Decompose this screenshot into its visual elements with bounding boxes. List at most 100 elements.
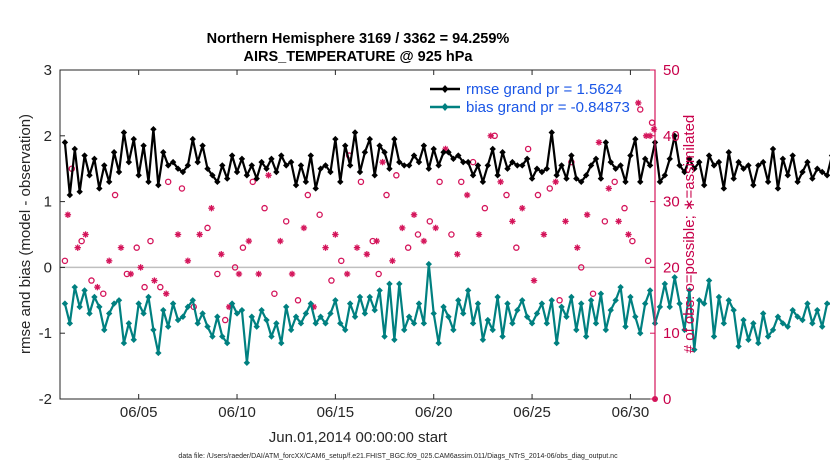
rmse-point [435,162,442,169]
bias-point [750,320,757,327]
rmse-point [214,178,221,186]
obs-assimilated-point [137,264,144,271]
rmse-point [646,162,654,169]
y-tick-label-right: 50 [663,62,680,79]
legend-bias-label: bias grand pr = -0.84873 [466,99,630,116]
bias-point [691,346,698,353]
obs-assimilated-point [255,270,262,278]
rmse-point [282,162,290,169]
x-tick-label: 06/05 [120,404,158,421]
bias-point [759,310,767,317]
y-tick-label-left: -1 [39,325,52,342]
obs-assimilated-point [530,277,538,284]
obs-possible-point [636,106,644,113]
obs-possible-point [88,277,95,284]
obs-assimilated-point [151,277,158,284]
rmse-point [794,178,801,186]
asterisk-stroke [301,225,307,231]
bias-point [779,320,787,327]
obs-assimilated-point [642,132,650,139]
bias-point [464,287,472,294]
bias-point [410,320,418,327]
rmse-point [184,162,192,169]
asterisk-stroke [432,225,439,231]
rmse-point [371,172,378,179]
bias-point [425,260,433,268]
rmse-point [101,162,108,169]
obs-possible-point [458,178,465,186]
rmse-point [735,158,742,166]
obs-possible-point [231,264,239,271]
bias-point [61,300,69,307]
bias-point [587,297,595,304]
bias-point [169,300,177,307]
obs-assimilated-point [322,244,329,251]
obs-assimilated-point [218,251,225,258]
asterisk-stroke [94,284,101,290]
bias-point [519,297,526,304]
obs-assimilated-point [163,290,170,297]
rmse-point [204,165,211,172]
bias-point [553,339,560,347]
rmse-point [504,165,511,172]
rmse-point [745,162,752,169]
asterisk-stroke [519,205,525,211]
rmse-point [110,149,118,156]
bias-point [769,326,777,334]
rmse-point [769,145,777,153]
bias-point [696,297,703,304]
bias-point [582,333,590,340]
bias-point [509,320,516,327]
obs-possible-point [644,257,652,265]
bias-point [602,326,610,334]
obs-possible-point [111,191,119,199]
bias-point [228,300,236,307]
bias-point [292,313,300,320]
obs-possible-point [589,290,597,297]
bias-point [730,306,737,314]
rmse-point [278,152,285,159]
rmse-point [632,135,639,143]
obs-assimilated-point [605,185,612,192]
obs-possible-point [481,204,489,212]
bias-point [248,313,255,320]
bias-point [76,303,83,311]
legend: rmse grand pr = 1.5624 bias grand pr = -… [430,81,630,116]
bias-point [489,326,496,334]
bias-point [715,293,723,301]
rmse-point [317,165,324,172]
bias-point [327,310,334,317]
obs-possible-point [611,178,618,186]
rmse-point [238,155,246,163]
asterisk-stroke [354,244,360,251]
rmse-point [450,155,457,163]
asterisk-stroke [128,271,134,277]
rmse-point [356,168,364,176]
asterisk-stroke [236,271,242,277]
rmse-point [750,181,757,189]
asterisk-stroke [643,133,649,139]
obs-assimilated-point [196,231,203,238]
obs-assimilated-point [343,270,351,278]
obs-assimilated-point [389,257,396,265]
bias-point [401,326,408,334]
obs-possible-point [534,191,542,199]
rmse-point [263,165,270,172]
obs-assimilated-point [463,191,471,199]
rmse-point [823,172,830,179]
bias-point [214,313,221,320]
rmse-point [740,165,747,172]
rmse-point [686,155,693,163]
asterisk-stroke [615,218,622,225]
rmse-point [327,168,334,176]
rmse-point [789,152,796,159]
rmse-point [332,135,339,143]
rmse-point [809,175,816,182]
asterisk-stroke [476,231,482,238]
bias-point [219,333,226,340]
asterisk-stroke [552,179,559,185]
bias-point [391,336,398,343]
obs-possible-point [249,178,257,186]
obs-assimilated-point [454,251,461,258]
bias-point [396,280,403,288]
